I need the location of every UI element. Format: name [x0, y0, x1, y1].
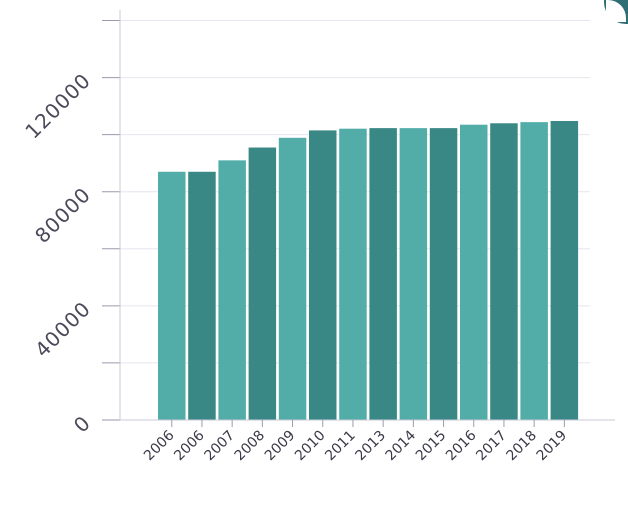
- y-tick-label: 120000: [20, 68, 95, 143]
- bar: [490, 123, 518, 420]
- y-tick-layer: 0 40000 80000 120000: [20, 68, 95, 437]
- x-tick-label: 2014: [383, 427, 420, 464]
- axis-layer: [102, 10, 615, 427]
- corner-accent: [604, 0, 628, 24]
- bar: [188, 171, 216, 420]
- x-tick-label: 2006: [141, 427, 178, 464]
- bar: [399, 128, 428, 420]
- x-tick-label: 2016: [443, 427, 480, 464]
- x-tick-label: 2008: [232, 428, 269, 465]
- bar: [369, 128, 397, 420]
- y-tick-label: 40000: [30, 296, 95, 361]
- x-tick-label: 2006: [171, 427, 208, 464]
- bar-layer: [158, 120, 579, 421]
- x-tick-label: 2019: [534, 428, 571, 465]
- x-tick-label: 2007: [201, 428, 238, 465]
- y-tick-label: 80000: [30, 182, 95, 247]
- bar: [278, 137, 307, 420]
- x-tick-label: 2011: [322, 428, 359, 465]
- bar: [218, 160, 246, 420]
- x-tick-label: 2009: [262, 428, 299, 465]
- x-tick-label: 2015: [413, 428, 450, 465]
- bar: [460, 124, 488, 420]
- bar: [550, 120, 579, 421]
- x-tick-layer: 2006200620072008200920102011201320142015…: [141, 427, 570, 464]
- x-tick-label: 2010: [292, 428, 329, 465]
- bar: [158, 171, 186, 420]
- x-tick-label: 2018: [503, 428, 540, 465]
- corner-accent-inner: [606, 0, 626, 22]
- x-tick-label: 2017: [473, 428, 510, 465]
- y-tick-label: 0: [69, 411, 96, 438]
- bar: [309, 130, 337, 421]
- x-tick-label: 2013: [352, 428, 389, 465]
- bar: [429, 128, 458, 420]
- bar: [520, 122, 548, 420]
- bar: [339, 128, 367, 420]
- bar: [248, 147, 277, 420]
